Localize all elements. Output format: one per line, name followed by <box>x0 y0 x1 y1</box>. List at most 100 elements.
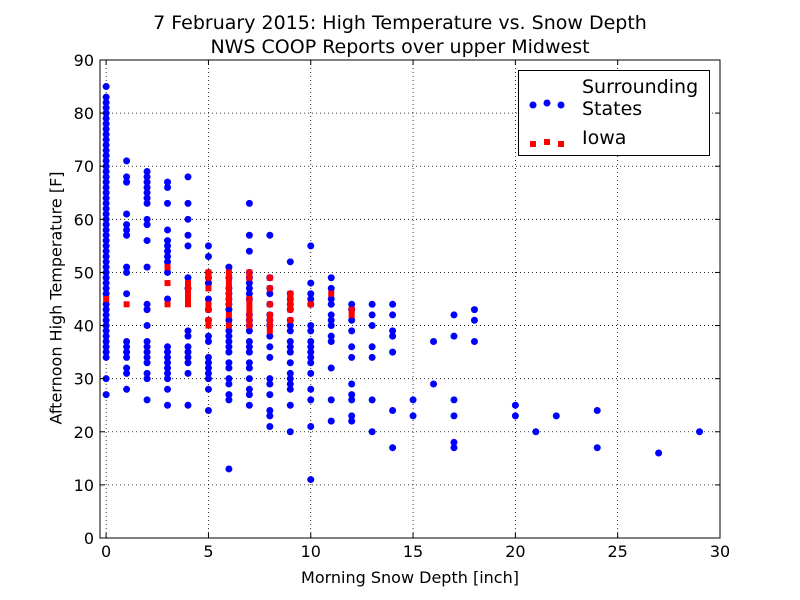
data-point-surrounding-states <box>184 231 192 239</box>
data-point-surrounding-states <box>102 284 110 292</box>
x-tick-label: 20 <box>505 542 525 561</box>
data-point-surrounding-states <box>143 199 151 207</box>
data-point-surrounding-states <box>102 104 110 112</box>
data-point-surrounding-states <box>184 215 192 223</box>
data-point-surrounding-states <box>327 284 335 292</box>
data-point-surrounding-states <box>102 194 110 202</box>
data-point-surrounding-states <box>204 332 212 340</box>
data-point-surrounding-states <box>123 178 131 186</box>
data-point-surrounding-states <box>389 348 397 356</box>
data-point-iowa <box>307 301 314 308</box>
y-tick-label: 20 <box>74 423 94 442</box>
data-point-iowa <box>184 285 191 292</box>
data-point-surrounding-states <box>184 242 192 250</box>
data-point-surrounding-states <box>102 247 110 255</box>
data-point-iowa <box>103 296 110 302</box>
data-point-surrounding-states <box>102 327 110 335</box>
data-point-surrounding-states <box>123 157 131 165</box>
x-tick-label: 0 <box>101 542 111 561</box>
legend-label-line: States <box>582 98 643 120</box>
data-point-surrounding-states <box>327 295 335 303</box>
data-point-surrounding-states <box>245 337 253 345</box>
data-point-surrounding-states <box>204 364 212 372</box>
data-point-surrounding-states <box>102 157 110 165</box>
data-point-surrounding-states <box>204 375 212 383</box>
legend-dot <box>543 99 551 107</box>
data-point-surrounding-states <box>307 343 315 351</box>
data-point-surrounding-states <box>327 396 335 404</box>
legend-label-line: Surrounding <box>582 76 699 98</box>
data-point-surrounding-states <box>143 396 151 404</box>
data-point-iowa <box>225 274 232 281</box>
data-point-surrounding-states <box>307 279 315 287</box>
data-point-surrounding-states <box>286 428 294 436</box>
data-point-surrounding-states <box>450 438 458 446</box>
data-point-surrounding-states <box>307 422 315 430</box>
legend-marker-iowa-svg <box>530 139 564 147</box>
data-point-surrounding-states <box>164 343 172 351</box>
data-point-surrounding-states <box>102 199 110 207</box>
data-point-surrounding-states <box>204 295 212 303</box>
data-point-surrounding-states <box>348 412 356 420</box>
data-point-surrounding-states <box>532 428 540 436</box>
data-point-surrounding-states <box>307 396 315 404</box>
legend-dot <box>529 101 537 109</box>
data-point-surrounding-states <box>266 407 274 415</box>
data-point-iowa <box>123 301 130 308</box>
data-point-surrounding-states <box>102 189 110 197</box>
data-point-surrounding-states <box>245 401 253 409</box>
data-point-surrounding-states <box>225 337 233 345</box>
data-point-surrounding-states <box>245 279 253 287</box>
legend-marker-iowa <box>527 133 567 147</box>
data-point-surrounding-states <box>225 332 233 340</box>
data-point-surrounding-states <box>184 343 192 351</box>
data-point-surrounding-states <box>164 237 172 245</box>
data-point-surrounding-states <box>184 173 192 181</box>
data-point-surrounding-states <box>164 178 172 186</box>
data-point-surrounding-states <box>286 359 294 367</box>
data-point-iowa <box>348 311 355 318</box>
data-point-surrounding-states <box>102 279 110 287</box>
data-point-surrounding-states <box>164 258 172 266</box>
data-point-surrounding-states <box>307 348 315 356</box>
data-point-surrounding-states <box>102 114 110 122</box>
data-point-iowa <box>348 306 355 313</box>
data-point-surrounding-states <box>143 300 151 308</box>
data-point-iowa <box>205 306 212 313</box>
data-point-surrounding-states <box>368 353 376 361</box>
data-point-surrounding-states <box>225 327 233 335</box>
legend-marker-surrounding-states <box>527 94 567 109</box>
data-point-iowa <box>225 280 232 287</box>
data-point-iowa <box>225 301 232 308</box>
data-point-surrounding-states <box>327 337 335 345</box>
data-point-surrounding-states <box>102 93 110 101</box>
data-point-surrounding-states <box>450 311 458 319</box>
data-point-surrounding-states <box>307 385 315 393</box>
legend-marker-surrounding-states-svg <box>529 99 565 109</box>
data-point-surrounding-states <box>143 343 151 351</box>
data-point-surrounding-states <box>368 300 376 308</box>
data-point-iowa <box>266 274 273 281</box>
data-point-surrounding-states <box>204 279 212 287</box>
data-point-surrounding-states <box>102 141 110 149</box>
data-point-surrounding-states <box>102 290 110 298</box>
data-point-surrounding-states <box>102 221 110 229</box>
x-axis-label: Morning Snow Depth [inch] <box>301 568 519 587</box>
data-point-iowa <box>246 317 253 324</box>
data-point-surrounding-states <box>327 316 335 324</box>
y-tick-label: 30 <box>74 370 94 389</box>
data-point-iowa <box>246 296 253 302</box>
data-point-surrounding-states <box>123 226 131 234</box>
data-point-surrounding-states <box>204 253 212 261</box>
legend-dot <box>557 101 565 109</box>
data-point-surrounding-states <box>164 247 172 255</box>
y-tick-label: 80 <box>74 104 94 123</box>
data-point-surrounding-states <box>225 348 233 356</box>
data-point-surrounding-states <box>143 359 151 367</box>
data-point-surrounding-states <box>102 332 110 340</box>
data-point-surrounding-states <box>184 348 192 356</box>
data-point-surrounding-states <box>143 221 151 229</box>
data-point-surrounding-states <box>143 348 151 356</box>
data-point-surrounding-states <box>123 343 131 351</box>
